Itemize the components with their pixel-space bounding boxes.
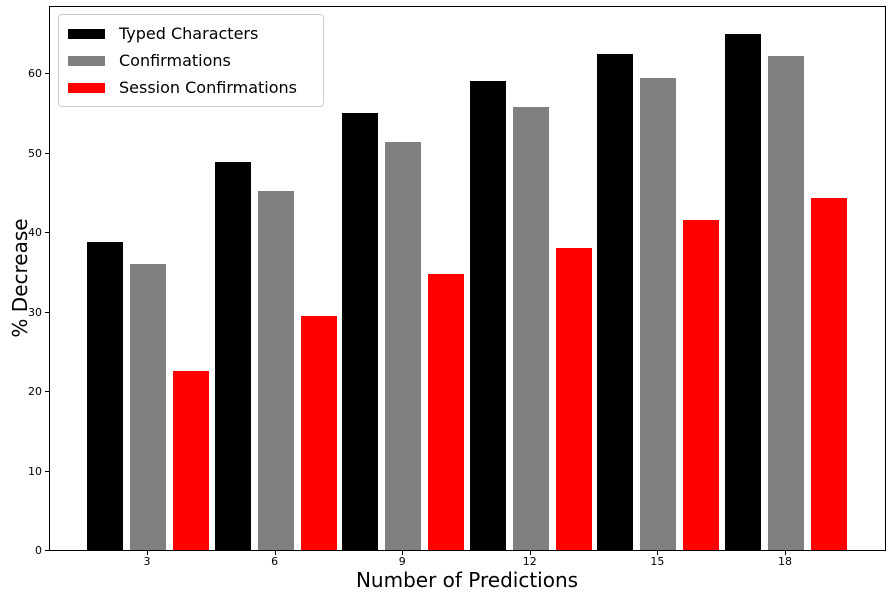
- legend-swatch-typed-characters: [68, 28, 105, 39]
- x-tick-mark: [785, 551, 786, 555]
- bar-session-confirmations-x12: [555, 248, 592, 550]
- bar-confirmations-x9: [385, 142, 422, 550]
- x-tick-mark: [274, 551, 276, 555]
- bar-session-confirmations-x9: [428, 273, 465, 550]
- y-tick-label: 0: [35, 544, 42, 557]
- legend-item: Session Confirmations: [68, 74, 314, 101]
- x-tick-mark: [529, 551, 531, 555]
- bar-confirmations-x3: [130, 264, 166, 550]
- y-tick-mark: [45, 550, 49, 551]
- y-tick-mark: [45, 232, 49, 234]
- bar-typed-characters-x12: [469, 81, 506, 550]
- bar-session-confirmations-x15: [683, 219, 720, 550]
- y-tick-mark: [45, 391, 49, 393]
- bar-confirmations-x18: [768, 55, 804, 550]
- bar-session-confirmations-x18: [811, 198, 847, 550]
- x-tick-label: 15: [650, 555, 665, 568]
- bar-session-confirmations-x6: [300, 315, 337, 550]
- x-tick-mark: [147, 551, 148, 555]
- bar-typed-characters-x18: [725, 33, 761, 550]
- y-tick-label: 10: [28, 464, 42, 478]
- y-tick-label: 50: [28, 146, 42, 160]
- x-tick-label: 6: [271, 555, 279, 568]
- x-tick-mark: [657, 551, 659, 555]
- legend-swatch-confirmations: [68, 55, 105, 66]
- bar-confirmations-x6: [257, 190, 294, 550]
- y-axis-label: % Decrease: [8, 218, 32, 338]
- legend-label: Session Confirmations: [119, 78, 297, 97]
- legend-label: Typed Characters: [119, 24, 259, 43]
- bar-typed-characters-x6: [214, 162, 251, 550]
- y-tick-mark: [45, 470, 49, 472]
- legend-label: Confirmations: [119, 51, 231, 70]
- x-tick-label: 9: [398, 555, 406, 568]
- y-tick-label: 40: [28, 226, 42, 240]
- legend: Typed Characters Confirmations Session C…: [58, 14, 324, 107]
- y-tick-mark: [45, 152, 49, 154]
- y-tick-mark: [45, 73, 49, 75]
- x-tick-label: 12: [522, 555, 537, 568]
- plot-area: [49, 6, 886, 551]
- y-tick-label: 30: [28, 305, 42, 319]
- legend-item: Typed Characters: [68, 20, 314, 47]
- bar-typed-characters-x3: [87, 241, 123, 550]
- bar-session-confirmations-x3: [173, 371, 209, 550]
- legend-item: Confirmations: [68, 47, 314, 74]
- bar-confirmations-x15: [640, 78, 677, 550]
- legend-swatch-session-confirmations: [68, 82, 105, 93]
- x-axis-label: Number of Predictions: [355, 568, 579, 592]
- y-tick-label: 20: [28, 385, 42, 399]
- y-tick-mark: [45, 311, 49, 313]
- y-tick-label: 60: [28, 67, 42, 81]
- bar-confirmations-x12: [512, 106, 549, 550]
- x-tick-label: 3: [143, 555, 151, 568]
- x-tick-mark: [402, 551, 404, 555]
- bar-typed-characters-x15: [597, 54, 634, 550]
- bar-typed-characters-x9: [342, 113, 379, 550]
- x-tick-label: 18: [778, 555, 792, 568]
